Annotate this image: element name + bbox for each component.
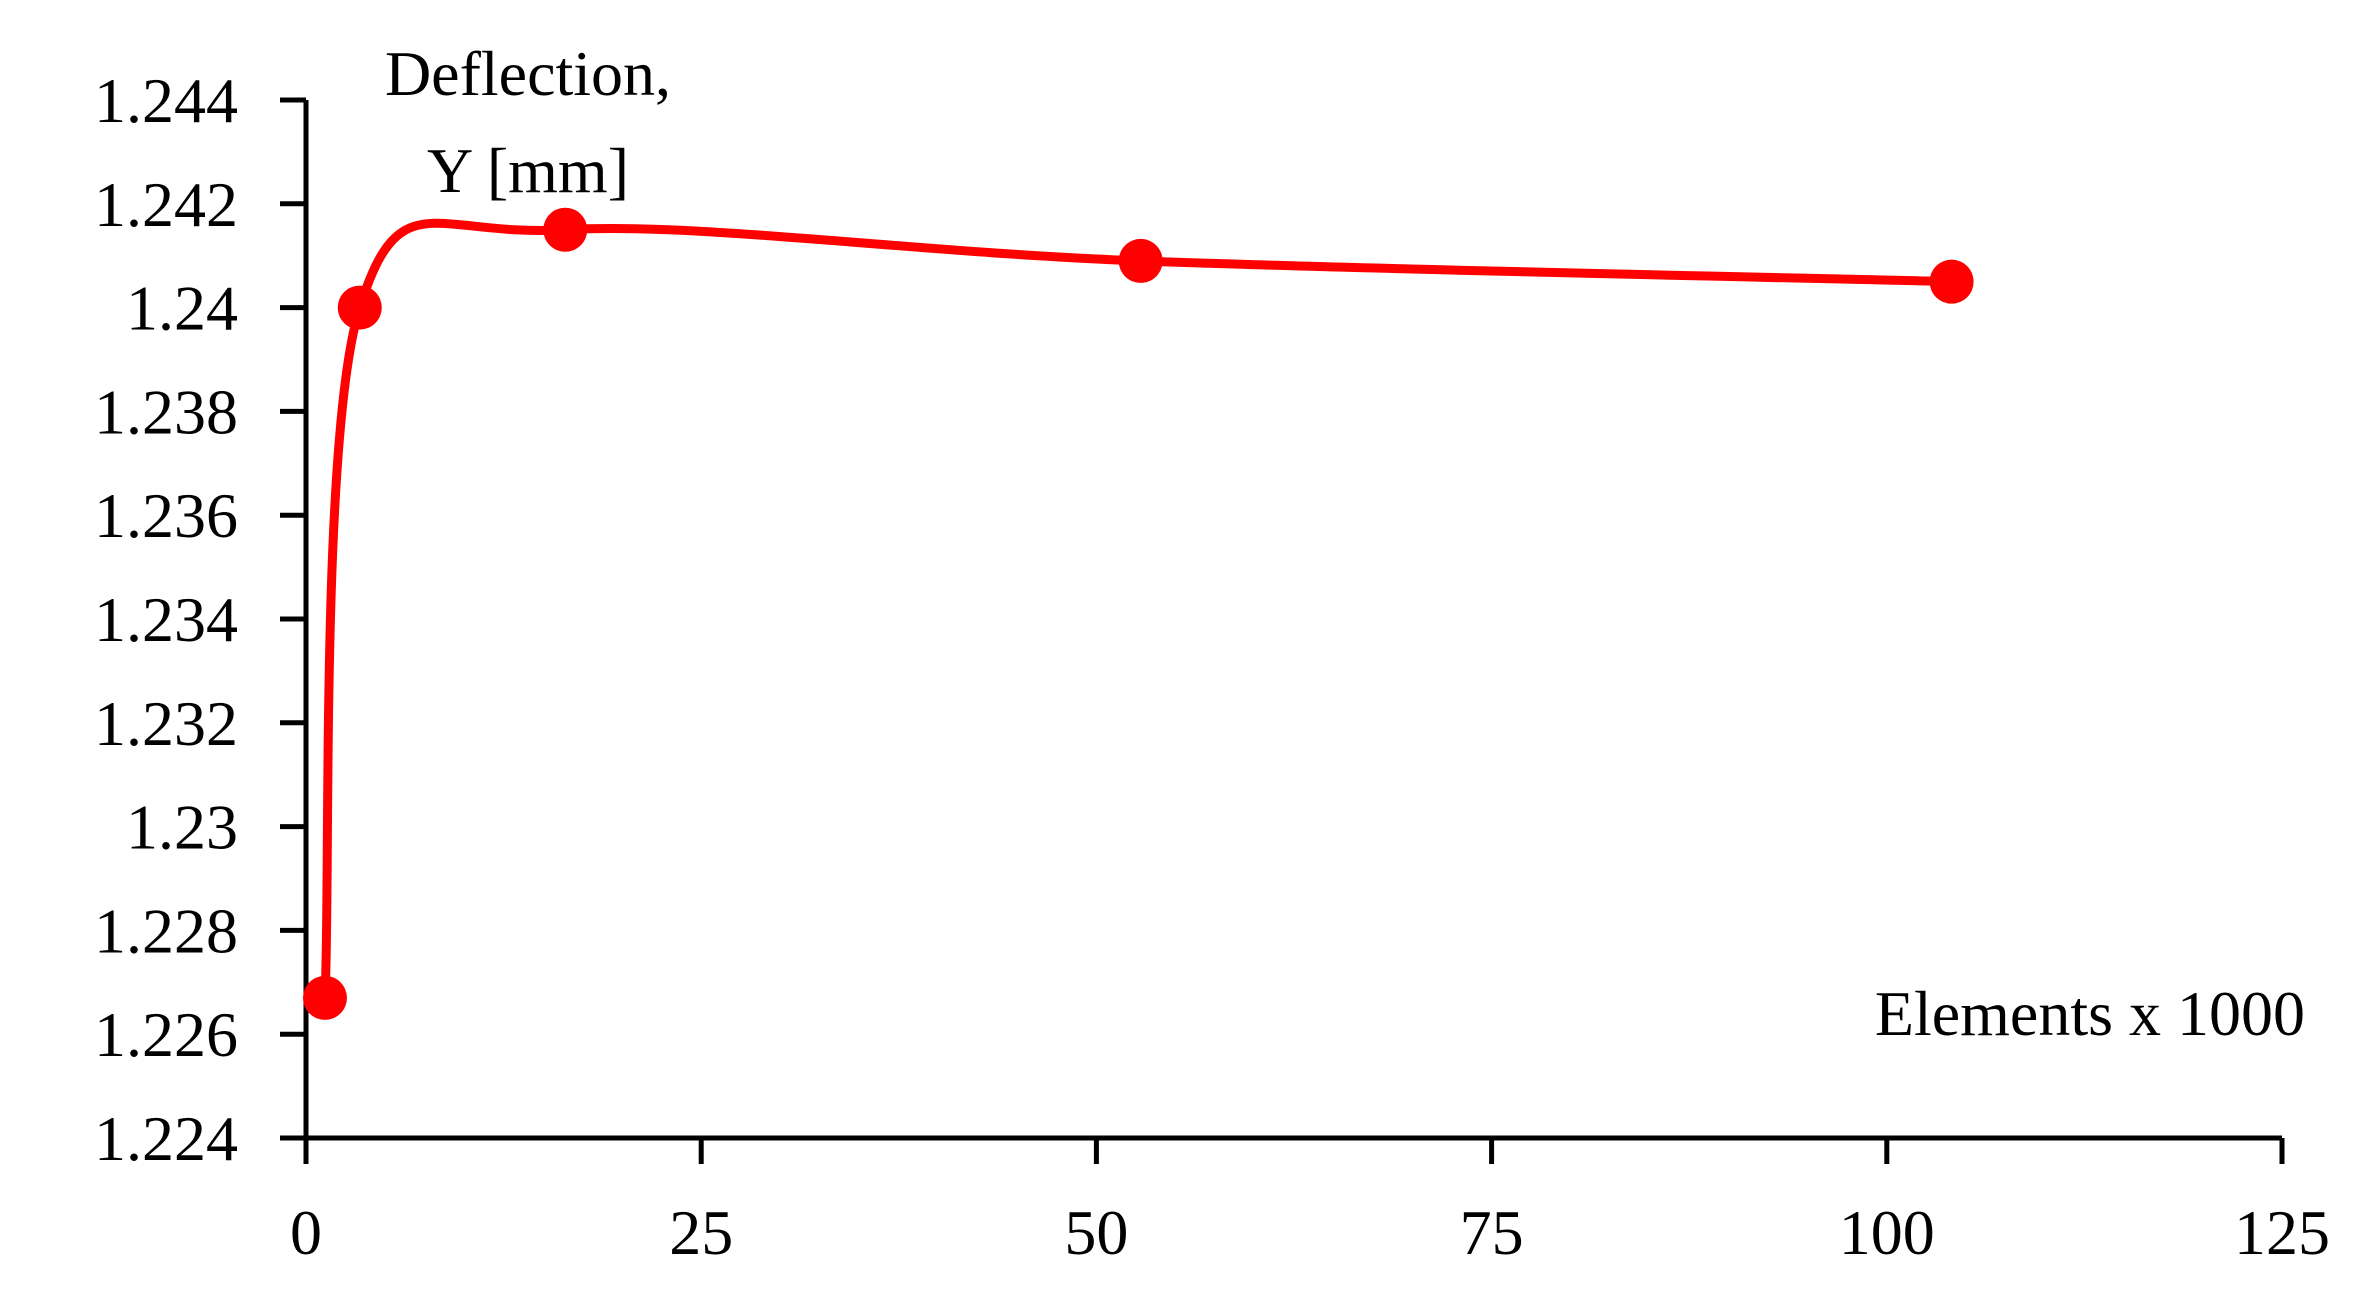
x-tick-label: 125 — [2234, 1197, 2330, 1268]
series-line — [320, 218, 1957, 1003]
y-tick-label: 1.232 — [94, 688, 238, 759]
data-point — [337, 285, 382, 330]
y-axis-title-line-2: Y [mm] — [427, 135, 629, 206]
series-layer — [302, 207, 1974, 1020]
y-tick-label: 1.244 — [94, 65, 238, 136]
x-axis-ticks: 0 25 50 75 100 125 — [290, 1138, 2330, 1268]
y-axis-title-line-1: Deflection, — [385, 38, 671, 109]
y-tick-label: 1.234 — [94, 584, 238, 655]
x-tick-label: 25 — [669, 1197, 733, 1268]
x-tick-label: 0 — [290, 1197, 322, 1268]
y-tick-label: 1.228 — [94, 895, 238, 966]
y-tick-label: 1.224 — [94, 1103, 238, 1174]
y-tick-label: 1.24 — [126, 273, 238, 344]
y-tick-label: 1.226 — [94, 999, 238, 1070]
x-axis-title: Elements x 1000 — [1875, 978, 2305, 1049]
data-point — [543, 207, 588, 252]
x-tick-label: 100 — [1839, 1197, 1935, 1268]
y-tick-label: 1.23 — [126, 792, 238, 863]
y-tick-label: 1.242 — [94, 169, 238, 240]
data-point — [1929, 259, 1974, 304]
y-tick-label: 1.236 — [94, 480, 238, 551]
x-tick-label: 75 — [1460, 1197, 1524, 1268]
data-point — [302, 975, 347, 1020]
y-tick-label: 1.238 — [94, 376, 238, 447]
x-tick-label: 50 — [1064, 1197, 1128, 1268]
data-point — [1118, 238, 1163, 283]
y-axis-ticks: 1.224 1.226 1.228 1.23 1.232 1.234 1.236 1.238 1… — [94, 65, 306, 1174]
